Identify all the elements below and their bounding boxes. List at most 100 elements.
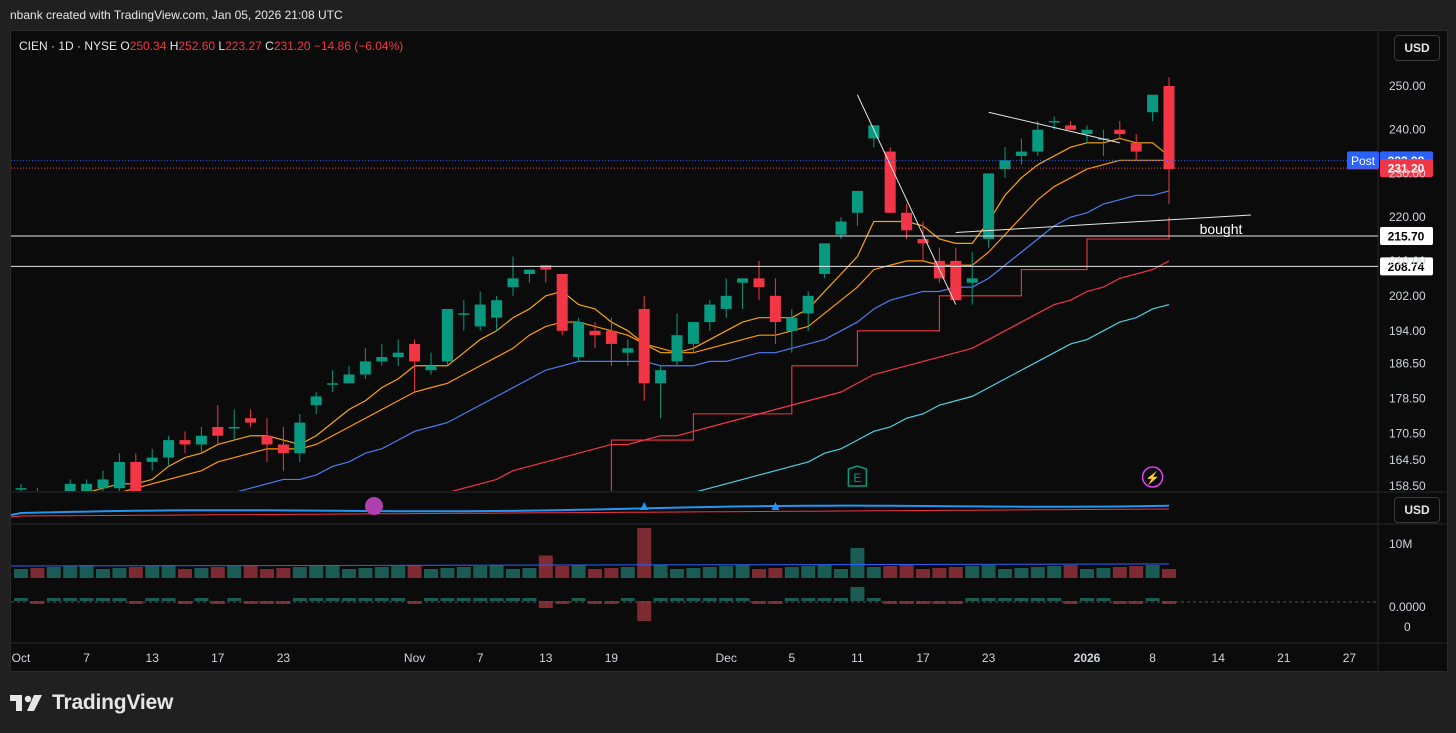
- macd-bar: [358, 598, 373, 601]
- candle-body: [917, 239, 929, 244]
- tradingview-logo-icon: [10, 695, 42, 711]
- moving-average-line: [450, 260, 1170, 491]
- macd-bar: [145, 598, 160, 601]
- candle-body: [638, 308, 650, 384]
- macd-bar: [784, 598, 799, 601]
- volume-bar: [735, 565, 750, 578]
- oscillator-signal-triangle: [640, 502, 649, 510]
- volume-bar: [981, 565, 996, 578]
- volume-bar: [866, 567, 881, 578]
- volume-bar: [899, 565, 914, 578]
- level-annotation: bought: [1200, 221, 1243, 237]
- macd-bar: [342, 598, 356, 601]
- macd-bar: [817, 598, 832, 601]
- macd-bar: [1047, 598, 1062, 601]
- macd-bar: [161, 598, 176, 601]
- level-price-tag: [1380, 257, 1433, 276]
- macd-bar: [801, 598, 816, 601]
- volume-bar: [243, 565, 258, 578]
- macd-bar: [1145, 598, 1160, 601]
- volume-bar: [555, 566, 570, 578]
- macd-bar: [1080, 598, 1094, 601]
- volume-bar: [1080, 569, 1094, 578]
- moving-average-line: [90, 137, 1170, 491]
- y-tick-label: 220.00: [1389, 210, 1426, 224]
- candle-body: [343, 374, 355, 384]
- y-tick-label: 210.00: [1389, 254, 1426, 268]
- y-tick-label: 178.50: [1389, 392, 1426, 406]
- volume-bar: [407, 565, 422, 578]
- candle-body: [901, 212, 913, 231]
- candle-body: [392, 352, 404, 358]
- candle-body: [753, 278, 765, 288]
- volume-bar: [1096, 568, 1111, 578]
- candle-body: [966, 278, 978, 283]
- y-tick-label: 186.50: [1389, 357, 1426, 371]
- volume-bar: [817, 565, 832, 578]
- candle-body: [212, 426, 224, 436]
- macd-bar: [653, 598, 668, 601]
- macd-tick-label: 0.0000: [1389, 600, 1426, 614]
- candle-body: [1032, 129, 1044, 152]
- chart-svg[interactable]: 215.70bought208.74Post232.98231.20250.00…: [11, 31, 1447, 671]
- volume-bar: [1063, 565, 1078, 578]
- macd-bar: [981, 598, 996, 601]
- macd-bar: [325, 598, 340, 601]
- currency-button[interactable]: USD: [1394, 35, 1440, 61]
- candle-body: [704, 304, 716, 323]
- volume-bar: [63, 566, 78, 578]
- volume-bar: [227, 566, 242, 578]
- symbol-info-part: 250.34: [130, 39, 167, 53]
- earnings-icon: [847, 465, 868, 487]
- candle-body: [556, 273, 568, 331]
- candle-body: [1114, 129, 1126, 135]
- macd-bar: [489, 598, 504, 601]
- volume-bar: [670, 569, 684, 578]
- candle-body: [228, 426, 240, 429]
- macd-bar: [965, 598, 980, 601]
- macd-bar: [79, 598, 94, 601]
- candle-body: [81, 483, 93, 491]
- oscillator-signal-triangle: [771, 502, 780, 510]
- candle-body: [474, 304, 486, 327]
- candle-body: [950, 260, 962, 301]
- y-tick-label: 230.00: [1389, 166, 1426, 180]
- x-tick-label: 23: [277, 651, 291, 665]
- oscillator-line: [11, 504, 1170, 516]
- volume-bar: [588, 569, 602, 578]
- macd-bar: [473, 598, 488, 601]
- symbol-info-part: O: [117, 39, 130, 53]
- candle-body: [1130, 142, 1142, 152]
- macd-bar: [538, 601, 553, 608]
- chart-frame[interactable]: 215.70bought208.74Post232.98231.20250.00…: [10, 30, 1448, 672]
- symbol-info-part: 223.27: [225, 39, 262, 53]
- x-tick-label: 17: [916, 651, 930, 665]
- tradingview-logo[interactable]: TradingView: [10, 688, 173, 718]
- y-tick-label: 158.50: [1389, 479, 1426, 493]
- macd-bar: [63, 598, 78, 601]
- volume-bar: [719, 566, 734, 578]
- symbol-info-part: CIEN · 1D · NYSE: [19, 39, 117, 53]
- volume-bar: [325, 565, 340, 578]
- macd-bar: [243, 601, 258, 604]
- volume-bar: [473, 566, 488, 578]
- volume-bar: [456, 567, 471, 578]
- candle-body: [1081, 129, 1093, 135]
- volume-bar: [358, 568, 373, 578]
- candle-body: [163, 440, 175, 458]
- macd-bar: [555, 601, 570, 604]
- candle-body: [786, 317, 798, 331]
- x-tick-label: 17: [211, 651, 225, 665]
- macd-bar: [571, 598, 586, 601]
- volume-bar: [14, 569, 28, 578]
- macd-bar: [522, 598, 537, 601]
- y-tick-label: 240.00: [1389, 123, 1426, 137]
- macd-bar: [752, 601, 766, 604]
- candle-body: [884, 151, 896, 213]
- candle-body: [261, 435, 273, 445]
- currency-button-lower[interactable]: USD: [1394, 497, 1440, 523]
- macd-bar: [866, 598, 881, 601]
- candle-body: [97, 479, 109, 489]
- candle-body: [48, 497, 59, 501]
- volume-bar: [916, 569, 930, 578]
